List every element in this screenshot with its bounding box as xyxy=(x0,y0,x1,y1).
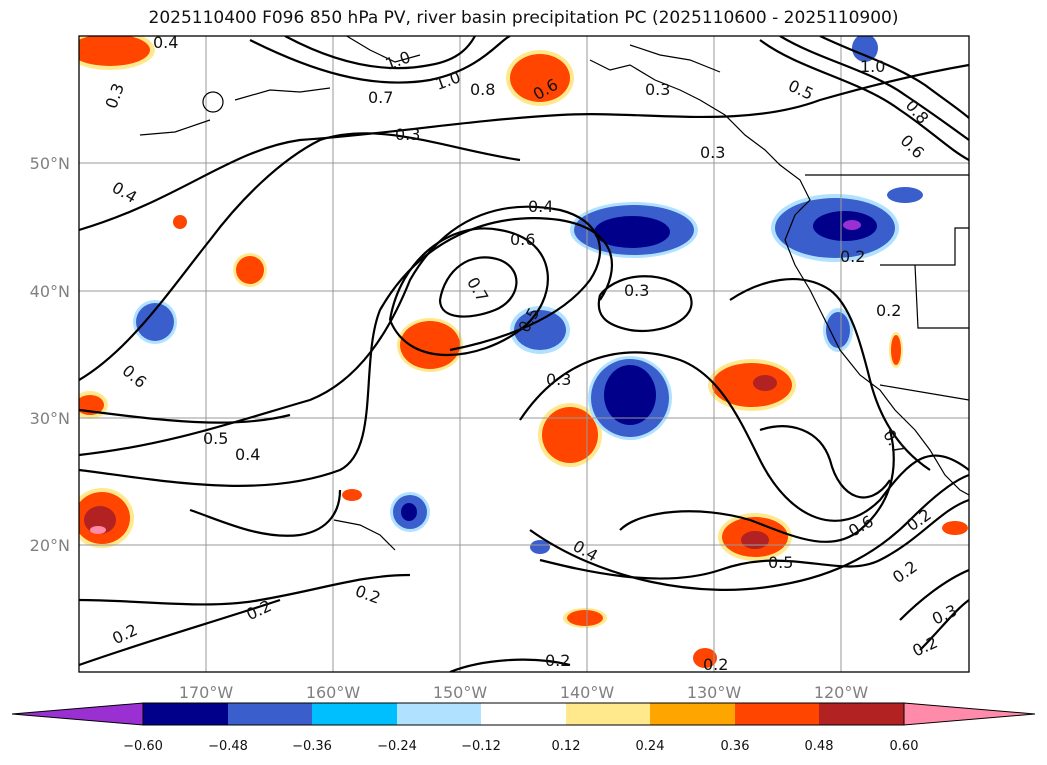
lon-tick-label: 170°W xyxy=(179,683,234,702)
lon-tick-label: 160°W xyxy=(306,683,361,702)
colorbar-tick-label: −0.24 xyxy=(377,739,417,754)
contour-label: 0.2 xyxy=(876,301,901,320)
contour-label: 0.2 xyxy=(889,557,921,587)
contour-label: 0.4 xyxy=(153,33,178,52)
colorbar-swatch xyxy=(481,703,566,725)
contour-label: 0.3 xyxy=(700,143,725,162)
lat-tick-label: 50°N xyxy=(30,154,70,173)
graticule xyxy=(79,36,969,672)
contour-label: 0.6 xyxy=(119,361,151,392)
contour-label: 1.0 xyxy=(860,57,885,76)
lon-tick-label: 130°W xyxy=(687,683,742,702)
contour-label: 0.2 xyxy=(353,581,383,608)
contour-label: 0.2 xyxy=(109,620,140,648)
colorbar: −0.60 −0.48 −0.36 −0.24 −0.12 0.12 0.24 … xyxy=(11,702,1036,754)
contour-label: 0.8 xyxy=(470,80,495,99)
contour-labels: 0.4 0.3 1.0 1.0 0.8 0.6 0.7 0.3 0.5 0.8 … xyxy=(101,33,960,674)
precip-shading-positive xyxy=(79,36,968,668)
map-title: 2025110400 F096 850 hPa PV, river basin … xyxy=(148,8,899,28)
contour-label: 0.2 xyxy=(903,505,935,535)
pv-contours xyxy=(79,36,969,672)
contour-label: 0.2 xyxy=(840,247,865,266)
colorbar-extend-low xyxy=(11,702,144,726)
contour-label: 1.0 xyxy=(383,47,413,74)
contour-label: 0.7 xyxy=(463,274,492,306)
contour-label: 0.4 xyxy=(109,178,141,207)
contour-label: 0.2 xyxy=(545,651,570,670)
contour-label: 0.3 xyxy=(624,281,649,300)
contour-label: 0.3 xyxy=(929,601,960,629)
contour-label: 0.7 xyxy=(368,88,393,107)
contour-label: 0.4 xyxy=(235,445,260,464)
lon-tick-label: 150°W xyxy=(433,683,488,702)
lat-tick-label: 40°N xyxy=(30,282,70,301)
lat-tick-label: 20°N xyxy=(30,536,70,555)
colorbar-tick-label: 0.12 xyxy=(552,739,581,754)
lat-tick-labels: 50°N 40°N 30°N 20°N xyxy=(30,154,70,555)
precip-shading-negative xyxy=(133,36,923,554)
contour-label: 0.5 xyxy=(785,76,816,104)
lon-tick-label: 120°W xyxy=(814,683,869,702)
contour-label: 0.5 xyxy=(768,553,793,572)
lon-tick-label: 140°W xyxy=(560,683,615,702)
colorbar-frame xyxy=(142,702,905,726)
colorbar-tick-label: −0.60 xyxy=(123,739,163,754)
contour-label: 0.4 xyxy=(528,197,553,216)
colorbar-tick-label: 0.36 xyxy=(721,739,750,754)
contour-label: 0.7 xyxy=(879,426,908,458)
colorbar-swatch xyxy=(312,703,397,725)
colorbar-tick-label: 0.60 xyxy=(890,739,919,754)
colorbar-tick-label: 0.48 xyxy=(805,739,834,754)
colorbar-swatch xyxy=(228,703,312,725)
map-frame xyxy=(78,35,970,673)
contour-label: 0.3 xyxy=(101,81,128,111)
colorbar-tick-label: −0.12 xyxy=(461,739,501,754)
colorbar-tick-label: −0.48 xyxy=(208,739,248,754)
contour-label: 0.6 xyxy=(510,230,535,249)
contour-label: 0.3 xyxy=(645,80,670,99)
colorbar-tick-label: −0.36 xyxy=(292,739,332,754)
colorbar-swatch xyxy=(143,703,228,725)
lat-tick-label: 30°N xyxy=(30,409,70,428)
contour-label: 0.3 xyxy=(546,370,571,389)
colorbar-extend-high xyxy=(903,702,1036,726)
contour-label: 0.6 xyxy=(897,131,928,162)
contour-label: 0.3 xyxy=(395,125,420,144)
map-area: 0.4 0.3 1.0 1.0 0.8 0.6 0.7 0.3 0.5 0.8 … xyxy=(79,33,969,674)
colorbar-swatch xyxy=(819,703,904,725)
contour-label: 0.5 xyxy=(203,429,228,448)
coastlines xyxy=(139,36,969,551)
colorbar-swatch xyxy=(397,703,481,725)
colorbar-swatch xyxy=(735,703,819,725)
contour-label: 0.8 xyxy=(902,96,933,128)
contour-label: 0.2 xyxy=(703,655,728,674)
contour-label: 0.2 xyxy=(909,633,940,661)
colorbar-swatch xyxy=(650,703,735,725)
colorbar-swatch xyxy=(566,703,650,725)
lon-tick-labels: 170°W 160°W 150°W 140°W 130°W 120°W xyxy=(179,683,869,702)
contour-label: 0.4 xyxy=(570,536,602,565)
contour-label: 0.2 xyxy=(243,596,274,624)
colorbar-tick-label: 0.24 xyxy=(636,739,665,754)
